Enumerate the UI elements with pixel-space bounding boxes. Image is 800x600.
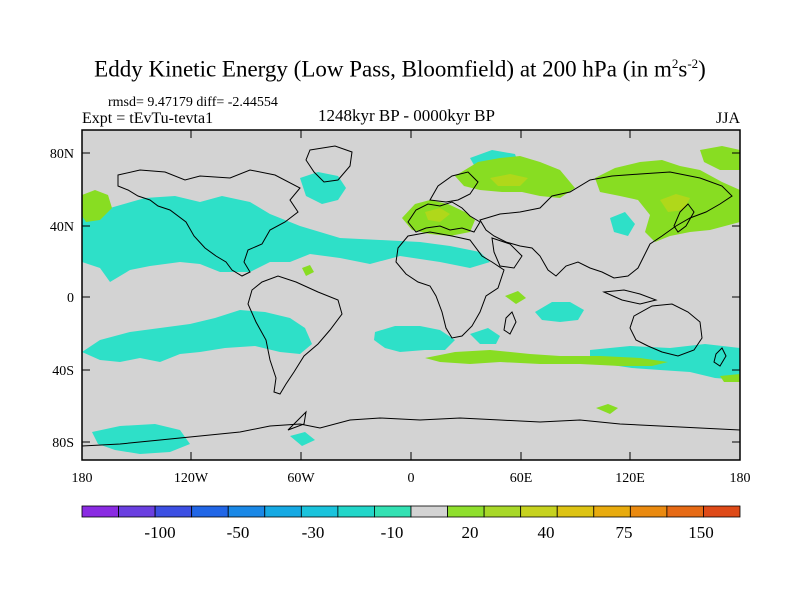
coast-australia [629,303,703,357]
coast-scandinavia [429,171,479,203]
neg-region-antarctic-pacific [92,424,190,454]
lon-label-120e: 120E [615,471,645,486]
colorbar-label-75: 75 [616,523,633,542]
colorbar-label-20: 20 [462,523,479,542]
colorbar-swatch [374,505,412,518]
colorbar-swatch [154,505,193,518]
colorbar-swatch [81,505,119,518]
colorbar [81,505,741,518]
lon-label-180e: 180 [730,471,751,486]
title-unit-s: s [678,56,688,82]
coast-south-america [247,275,343,395]
pos-region-southern-ocean-indian [425,350,668,366]
coast-new-zealand [713,347,727,367]
lat-label-80n: 80N [50,147,74,162]
pos-region-tropical-atlantic [302,265,314,276]
lon-label-60w: 60W [287,471,315,486]
pos-strong-east-asia [660,194,690,212]
colorbar-label-neg30: -30 [302,523,325,542]
coast-greenland [305,145,353,183]
neg-region-north-pacific [82,196,490,282]
colorbar-swatch [447,505,485,518]
colorbar-swatch [483,505,522,518]
lat-label-40n: 40N [50,220,74,235]
colorbar-label-40: 40 [538,523,555,542]
coast-asia [479,171,733,279]
colorbar-swatch [300,505,339,518]
experiment-label: Expt = tEvTu-tevta1 [82,110,214,127]
pos-region-north-america-west [82,190,112,222]
colorbar-swatch [593,505,631,518]
colorbar-swatch [264,505,302,518]
neg-region-indian-ocean [535,302,584,322]
lat-label-80s: 80S [52,436,74,451]
colorbar-swatch [703,505,741,518]
anomaly-fields [82,146,740,454]
colorbar-swatch [191,505,229,518]
coast-arabia [491,237,523,269]
pos-region-africa-equator [505,291,526,304]
pos-region-pacific-south [720,374,740,382]
lon-label-180w: 180 [72,471,93,486]
neg-region-south-indian [470,328,500,344]
pos-strong-europe [425,208,450,222]
lon-label-120w: 120W [174,471,209,486]
pos-region-siberia-arctic [700,146,740,170]
pos-strong-arctic [490,174,528,186]
neg-region-antarctic-west [290,432,315,446]
coast-japan [673,203,695,233]
colorbar-swatch [666,505,704,518]
coast-antarctica [82,417,740,447]
coastlines [82,145,740,447]
lat-label-0: 0 [67,291,74,306]
colorbar-swatch [556,505,595,518]
colorbar-swatch [629,505,668,518]
colorbar-swatch [520,505,558,518]
coast-africa [395,231,505,339]
title-sup-1: 2 [671,56,679,71]
coast-europe [407,201,481,233]
coast-indonesia [602,289,658,305]
stats-label: rmsd= 9.47179 diff= -2.44554 [108,95,278,110]
colorbar-swatch [227,505,266,518]
lon-label-0: 0 [408,471,415,486]
colorbar-label-neg100: -100 [144,523,175,542]
neg-region-south-pacific [82,310,312,362]
colorbar-label-150: 150 [688,523,714,542]
title-text: Eddy Kinetic Energy (Low Pass, Bloomfiel… [94,56,672,82]
chart-title: Eddy Kinetic Energy (Low Pass, Bloomfiel… [0,56,800,83]
neg-region-south-atlantic [374,326,455,352]
lat-tick-marks [82,152,740,443]
coast-madagascar [503,311,517,335]
colorbar-label-neg10: -10 [381,523,404,542]
lon-label-60e: 60E [510,471,533,486]
colorbar-swatch [337,505,375,518]
colorbar-label-neg50: -50 [227,523,250,542]
lon-tick-marks [81,130,741,460]
title-sup-2: -2 [687,56,699,71]
colorbar-swatch [118,505,156,518]
season-label: JJA [716,110,741,127]
coast-north-america [117,169,301,277]
lat-label-40s: 40S [52,364,74,379]
period-label: 1248kyr BP - 0000kyr BP [318,106,495,125]
title-close: ) [698,56,706,82]
neg-region-west-pacific [610,212,635,236]
colorbar-swatch [410,505,448,518]
neg-region-se-pacific [205,320,248,342]
coast-antarctic-peninsula [287,410,307,431]
pos-region-south-indian-blob [596,404,618,414]
